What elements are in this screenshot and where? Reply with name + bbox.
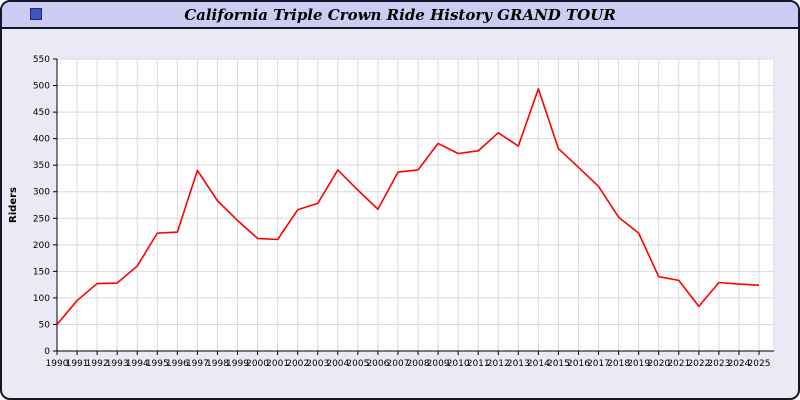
svg-text:150: 150 [33,267,50,277]
svg-text:2021: 2021 [667,359,690,369]
svg-text:2000: 2000 [246,359,269,369]
svg-text:2003: 2003 [306,359,329,369]
svg-text:2016: 2016 [567,359,590,369]
svg-text:350: 350 [33,161,50,171]
plot-background [57,59,774,351]
svg-text:1990: 1990 [46,359,69,369]
svg-text:250: 250 [33,214,50,224]
svg-text:2010: 2010 [447,359,470,369]
svg-text:2020: 2020 [647,359,670,369]
page-title: California Triple Crown Ride History GRA… [184,5,616,24]
svg-text:2009: 2009 [427,359,450,369]
svg-text:2004: 2004 [326,359,349,369]
svg-text:1997: 1997 [186,359,209,369]
svg-text:1994: 1994 [126,359,149,369]
svg-text:1991: 1991 [66,359,89,369]
svg-text:2006: 2006 [366,359,389,369]
svg-text:1995: 1995 [146,359,169,369]
svg-text:450: 450 [33,108,50,118]
svg-text:1992: 1992 [86,359,109,369]
axes [53,58,774,355]
svg-text:1996: 1996 [166,359,189,369]
svg-text:2008: 2008 [407,359,430,369]
svg-text:2014: 2014 [527,359,550,369]
y-axis-title: Riders [8,187,19,223]
svg-text:1999: 1999 [226,359,249,369]
riders-series-line [56,87,760,325]
svg-text:200: 200 [33,241,50,251]
svg-text:100: 100 [33,294,50,304]
svg-text:2007: 2007 [387,359,410,369]
svg-text:2011: 2011 [467,359,490,369]
svg-text:1993: 1993 [106,359,129,369]
svg-text:2005: 2005 [346,359,369,369]
svg-text:2024: 2024 [727,359,750,369]
svg-text:2022: 2022 [687,359,710,369]
svg-text:550: 550 [33,55,50,65]
svg-text:2001: 2001 [266,359,289,369]
svg-text:1998: 1998 [206,359,229,369]
title-bar: California Triple Crown Ride History GRA… [2,2,798,29]
svg-text:500: 500 [33,82,50,92]
svg-text:0: 0 [44,347,50,357]
svg-text:2002: 2002 [286,359,309,369]
ride-history-line-chart: 0501001502002503003504004505005501990199… [8,55,775,369]
svg-text:2017: 2017 [587,359,610,369]
svg-text:2019: 2019 [627,359,650,369]
svg-text:50: 50 [39,320,51,330]
chart-area: 0 50 100 150 200 250 300 350 400 450 500 550 1990 199… [2,29,798,398]
x-axis-labels: 1990199119921993199419951996199719981999… [46,359,771,369]
svg-text:2018: 2018 [607,359,630,369]
svg-text:300: 300 [33,188,50,198]
svg-text:2012: 2012 [487,359,510,369]
y-axis-labels: 0 50 100 150 200 250 300 350 400 450 500 550 [33,55,50,357]
svg-text:2023: 2023 [707,359,730,369]
image-icon [30,8,42,20]
svg-text:400: 400 [33,135,50,145]
svg-text:2013: 2013 [507,359,530,369]
svg-text:2025: 2025 [748,359,771,369]
svg-text:2015: 2015 [547,359,570,369]
